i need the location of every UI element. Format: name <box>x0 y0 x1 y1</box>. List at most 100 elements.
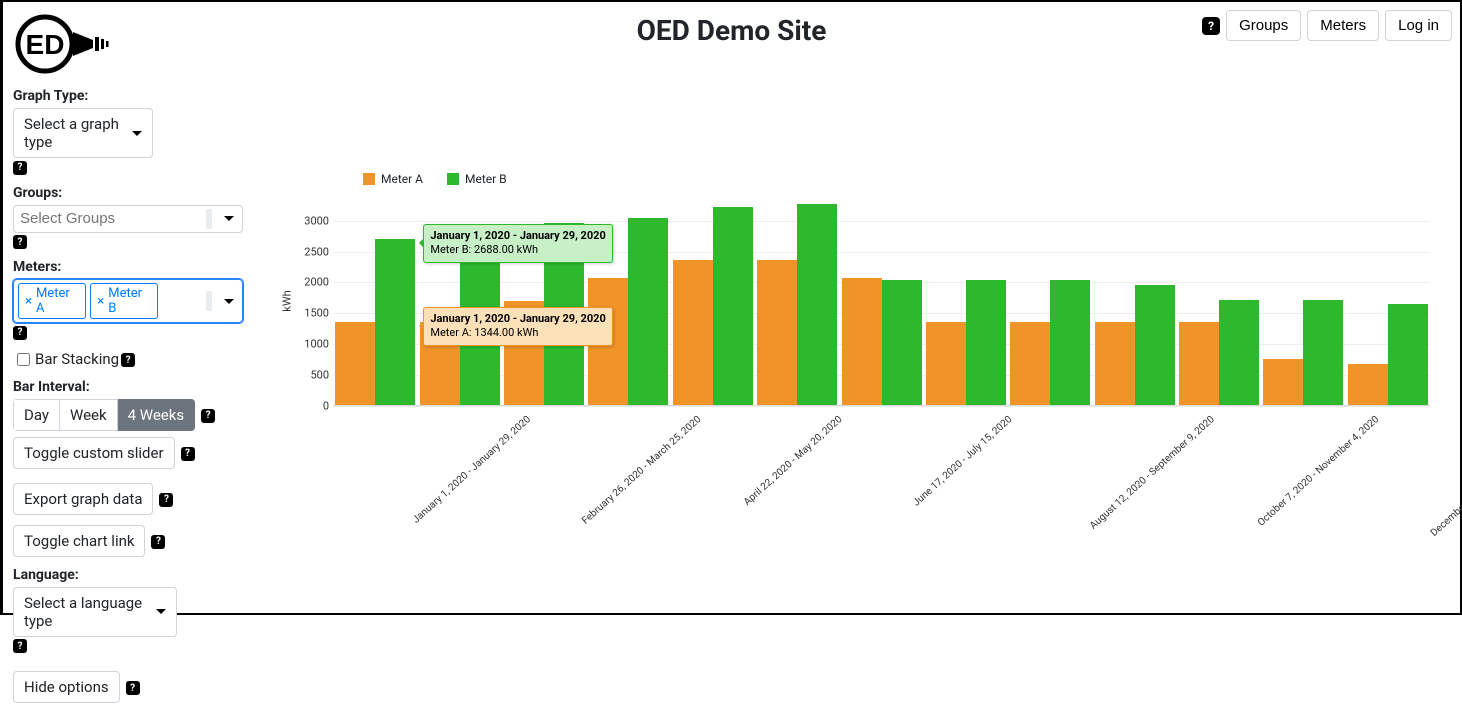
bar[interactable] <box>713 207 753 405</box>
bar-interval-label: Bar Interval: <box>13 379 243 395</box>
bar[interactable] <box>1219 300 1259 405</box>
bar-interval-option[interactable]: Day <box>13 399 60 431</box>
chevron-down-icon <box>224 299 234 304</box>
nav-login-button[interactable]: Log in <box>1385 10 1452 41</box>
bar[interactable] <box>375 239 415 405</box>
help-icon[interactable]: ? <box>159 493 173 507</box>
bar[interactable] <box>1050 280 1090 405</box>
bar[interactable] <box>797 204 837 405</box>
y-tick-label: 3000 <box>303 214 329 227</box>
x-tick-label: June 17, 2020 - July 15, 2020 <box>911 414 1014 509</box>
bar[interactable] <box>1135 285 1175 405</box>
chip-remove-icon[interactable]: × <box>97 294 104 309</box>
help-icon[interactable]: ? <box>13 161 27 175</box>
bar-interval-group: DayWeek4 Weeks <box>13 399 195 431</box>
y-tick-label: 0 <box>303 400 329 413</box>
export-graph-data-button[interactable]: Export graph data <box>13 483 153 515</box>
y-axis-label: kWh <box>281 290 294 311</box>
bar[interactable] <box>1010 322 1050 405</box>
groups-multiselect[interactable] <box>13 205 243 233</box>
legend-label: Meter B <box>465 172 507 186</box>
bar-stacking-checkbox[interactable] <box>17 353 30 366</box>
y-tick-label: 2000 <box>303 276 329 289</box>
bar[interactable] <box>628 218 668 405</box>
nav-meters-button[interactable]: Meters <box>1307 10 1379 41</box>
nav-groups-button[interactable]: Groups <box>1226 10 1301 41</box>
bar-cluster <box>333 239 417 405</box>
meters-label: Meters: <box>13 259 243 275</box>
bar-cluster <box>1346 304 1430 405</box>
chevron-down-icon <box>156 609 166 614</box>
legend-item[interactable]: Meter A <box>363 172 423 186</box>
chart-legend: Meter A Meter B <box>363 172 507 186</box>
bar-interval-option[interactable]: 4 Weeks <box>118 399 195 431</box>
help-icon[interactable]: ? <box>13 326 27 340</box>
chart-plot-area: January 1, 2020 - January 29, 2020Meter … <box>333 196 1430 406</box>
hide-options-button[interactable]: Hide options <box>13 671 120 703</box>
bar-cluster <box>839 278 923 405</box>
language-select[interactable]: Select a language type <box>13 587 177 637</box>
x-tick-label: October 7, 2020 - November 4, 2020 <box>1256 414 1382 529</box>
meter-chip[interactable]: ×Meter A <box>18 283 86 319</box>
bar[interactable] <box>757 260 797 405</box>
language-label: Language: <box>13 567 243 583</box>
toggle-chart-link-button[interactable]: Toggle chart link <box>13 525 145 557</box>
bar[interactable] <box>1303 300 1343 405</box>
meters-input[interactable] <box>162 292 202 311</box>
x-tick-label: February 26, 2020 - March 25, 2020 <box>580 414 703 527</box>
language-placeholder: Select a language type <box>24 594 150 630</box>
graph-type-label: Graph Type: <box>13 88 243 104</box>
legend-item[interactable]: Meter B <box>447 172 507 186</box>
y-tick-label: 500 <box>303 369 329 382</box>
bar[interactable] <box>1095 322 1135 405</box>
graph-type-select[interactable]: Select a graph type <box>13 108 153 158</box>
toggle-custom-slider-button[interactable]: Toggle custom slider <box>13 437 175 469</box>
bar-interval-option[interactable]: Week <box>60 399 118 431</box>
help-icon[interactable]: ? <box>181 447 195 461</box>
bar[interactable] <box>1388 304 1428 405</box>
meter-chip[interactable]: × Meter B <box>90 283 158 319</box>
chart-tooltip: January 1, 2020 - January 29, 2020Meter … <box>423 224 612 263</box>
help-icon[interactable]: ? <box>121 353 135 367</box>
bar-cluster <box>671 207 755 405</box>
legend-label: Meter A <box>381 172 423 186</box>
bar-cluster <box>924 280 1008 405</box>
y-tick-label: 2500 <box>303 245 329 258</box>
bar[interactable] <box>1179 322 1219 405</box>
x-tick-label: December 2, 2020 - December 30, 2020 <box>1429 414 1462 539</box>
help-icon[interactable]: ? <box>126 681 140 695</box>
bar-cluster <box>1261 300 1345 405</box>
legend-swatch <box>363 173 375 185</box>
bar[interactable] <box>335 322 375 405</box>
bar[interactable] <box>1263 359 1303 405</box>
chip-label: Meter B <box>108 286 151 316</box>
bar-stacking-label: Bar Stacking <box>35 350 119 368</box>
chevron-down-icon <box>224 216 234 221</box>
y-tick-label: 1000 <box>303 338 329 351</box>
x-tick-label: January 1, 2020 - January 29, 2020 <box>411 414 533 526</box>
bar[interactable] <box>673 260 713 405</box>
help-icon[interactable]: ? <box>1202 17 1220 35</box>
meters-multiselect[interactable]: ×Meter A×Meter B <box>13 279 243 323</box>
help-icon[interactable]: ? <box>201 409 215 423</box>
bar[interactable] <box>882 280 922 405</box>
help-icon[interactable]: ? <box>13 235 27 249</box>
chart-tooltip: January 1, 2020 - January 29, 2020Meter … <box>423 307 612 346</box>
help-icon[interactable]: ? <box>13 639 27 653</box>
legend-swatch <box>447 173 459 185</box>
x-tick-label: August 12, 2020 - September 9, 2020 <box>1088 414 1217 532</box>
chip-remove-icon[interactable]: × <box>25 294 32 309</box>
bar[interactable] <box>1348 364 1388 405</box>
bar[interactable] <box>966 280 1006 405</box>
bar-chart: Meter A Meter B kWh 0 500 1000 1500 2000 2500 3… <box>263 172 1440 603</box>
bar[interactable] <box>926 322 966 405</box>
groups-input[interactable] <box>18 209 202 228</box>
y-tick-label: 1500 <box>303 307 329 320</box>
bar-cluster <box>755 204 839 405</box>
bar[interactable] <box>842 278 882 405</box>
bar-cluster <box>1177 300 1261 405</box>
x-axis-ticks: January 1, 2020 - January 29, 2020 Februa… <box>333 410 1430 590</box>
groups-label: Groups: <box>13 185 243 201</box>
bar-cluster <box>1093 285 1177 405</box>
help-icon[interactable]: ? <box>151 535 165 549</box>
